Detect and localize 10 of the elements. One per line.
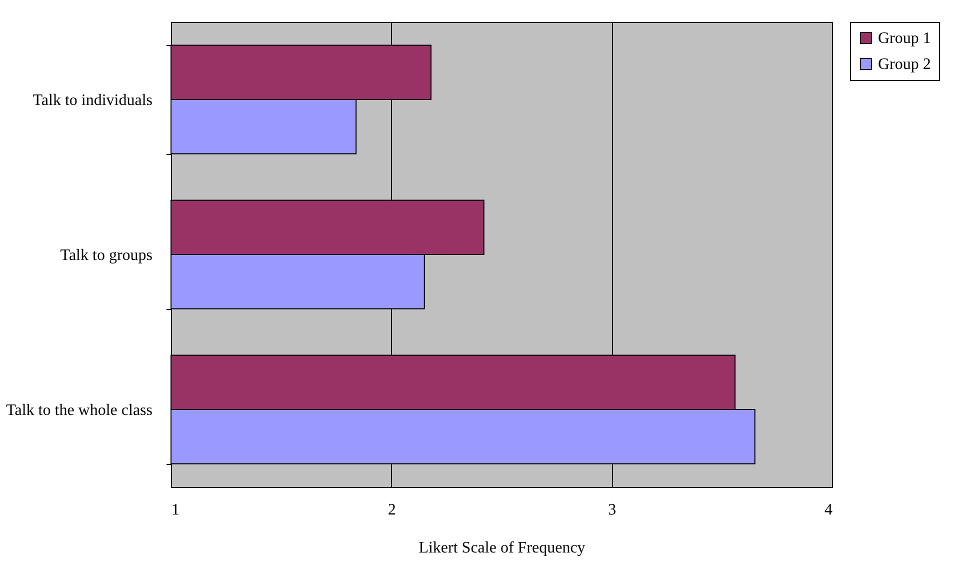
x-tick-label: 1 (172, 502, 180, 518)
legend-label: Group 2 (878, 56, 931, 73)
y-tick-label: Talk to individuals (32, 92, 152, 109)
x-tick-label: 4 (824, 502, 832, 518)
x-tick-label: 3 (608, 502, 616, 518)
y-tick-label: Talk to the whole class (6, 402, 152, 419)
x-tick-label: 2 (388, 502, 396, 518)
x-axis-title: Likert Scale of Frequency (418, 540, 586, 556)
legend-label: Group 1 (878, 30, 931, 47)
y-tick-label: Talk to groups (60, 247, 152, 264)
